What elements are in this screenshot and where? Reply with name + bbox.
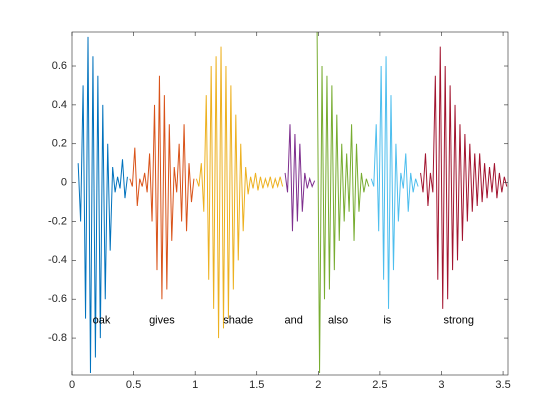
waveform bbox=[316, 32, 370, 374]
y-tick-label: -0.8 bbox=[48, 332, 67, 344]
x-tick-label: 2.5 bbox=[372, 379, 387, 391]
axes-box bbox=[71, 31, 509, 376]
waveform bbox=[420, 46, 508, 309]
x-tick-label: 0.5 bbox=[126, 379, 141, 391]
y-tick-label: -0.4 bbox=[48, 254, 67, 266]
x-tick-label: 1 bbox=[192, 379, 198, 391]
word-label: is bbox=[383, 314, 391, 326]
y-tick-label: 0.2 bbox=[52, 138, 67, 150]
y-tick-label: 0.6 bbox=[52, 60, 67, 72]
word-label: shade bbox=[223, 314, 253, 326]
waveform bbox=[370, 56, 419, 309]
x-tick-label: 3.5 bbox=[495, 379, 510, 391]
plot-area bbox=[77, 32, 508, 374]
x-tick-label: 0 bbox=[69, 379, 75, 391]
x-tick-label: 1.5 bbox=[249, 379, 264, 391]
waveform bbox=[284, 124, 316, 232]
y-tick-label: -0.2 bbox=[48, 215, 67, 227]
word-label: and bbox=[285, 314, 303, 326]
waveform bbox=[77, 36, 128, 374]
x-tick-label: 3 bbox=[438, 379, 444, 391]
y-tick-label: 0 bbox=[61, 177, 67, 189]
word-label: strong bbox=[443, 314, 474, 326]
waveform bbox=[195, 46, 284, 339]
word-label: also bbox=[328, 314, 348, 326]
x-tick-label: 2 bbox=[315, 379, 321, 391]
word-label: oak bbox=[93, 314, 111, 326]
y-tick-label: 0.4 bbox=[52, 99, 67, 111]
waveform bbox=[129, 75, 195, 300]
word-label: gives bbox=[149, 314, 175, 326]
y-tick-label: -0.6 bbox=[48, 293, 67, 305]
